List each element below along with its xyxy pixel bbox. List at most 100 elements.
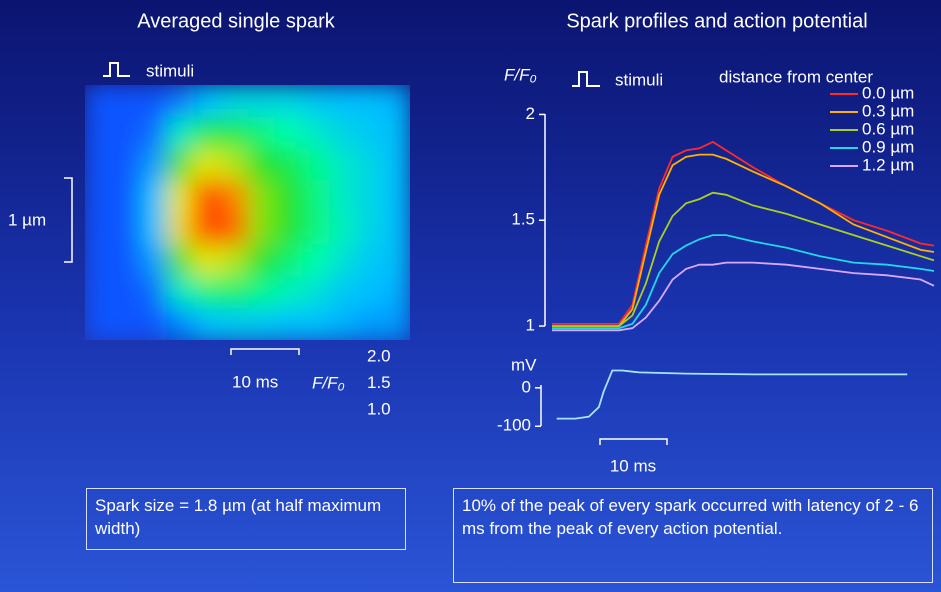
data-line bbox=[552, 155, 934, 327]
heatmap-cell bbox=[85, 276, 113, 308]
heatmap-cell bbox=[302, 276, 330, 308]
heatmap-cell bbox=[356, 276, 384, 308]
heatmap-cell bbox=[220, 117, 248, 149]
heatmap-cell bbox=[193, 181, 221, 213]
y-axis-label: F/F₀ bbox=[504, 65, 537, 84]
y-axis-label: mV bbox=[511, 355, 537, 374]
heatmap-cell bbox=[220, 213, 248, 245]
time-scale-bar bbox=[231, 349, 299, 355]
y-tick-label: -100 bbox=[497, 416, 531, 435]
heatmap-cell bbox=[85, 181, 113, 213]
heatmap-cell bbox=[302, 213, 330, 245]
heatmap-cell bbox=[302, 181, 330, 213]
heatmap-cell bbox=[112, 244, 140, 276]
data-line bbox=[552, 193, 934, 326]
heatmap bbox=[85, 85, 411, 341]
heatmap-cell bbox=[302, 244, 330, 276]
heatmap-cell bbox=[275, 117, 303, 149]
heatmap-cell bbox=[139, 117, 167, 149]
heatmap-cell bbox=[356, 149, 384, 181]
colorbar-tick-label: 2.0 bbox=[367, 346, 391, 365]
panel-title: Spark profiles and action potential bbox=[566, 10, 867, 32]
heatmap-cell bbox=[85, 85, 113, 117]
heatmap-cell bbox=[329, 213, 357, 245]
y-tick-label: 1 bbox=[526, 316, 535, 335]
heatmap-cell bbox=[302, 149, 330, 181]
heatmap-cell bbox=[275, 213, 303, 245]
heatmap-cell bbox=[166, 213, 194, 245]
heatmap-cell bbox=[356, 85, 384, 117]
stimulus-label: stimuli bbox=[615, 70, 663, 89]
heatmap-cell bbox=[112, 117, 140, 149]
heatmap-cell bbox=[112, 181, 140, 213]
stimulus-icon bbox=[103, 63, 130, 76]
colorbar-label: F/F₀ bbox=[312, 373, 345, 392]
legend-label: 0.0 µm bbox=[862, 83, 914, 102]
legend-title: distance from center bbox=[719, 67, 873, 86]
heatmap-cell bbox=[383, 308, 411, 340]
heatmap-cell bbox=[329, 244, 357, 276]
heatmap-cell bbox=[275, 308, 303, 340]
heatmap-cell bbox=[85, 149, 113, 181]
heatmap-cell bbox=[275, 276, 303, 308]
y-tick-label: 1.5 bbox=[511, 210, 535, 229]
legend-label: 0.6 µm bbox=[862, 119, 914, 138]
heatmap-cell bbox=[220, 181, 248, 213]
heatmap-cell bbox=[193, 308, 221, 340]
heatmap-cell bbox=[166, 308, 194, 340]
heatmap-cell bbox=[139, 244, 167, 276]
time-scale-label: 10 ms bbox=[610, 456, 656, 475]
space-scale-bar bbox=[64, 178, 72, 262]
colorbar-tick-label: 1.0 bbox=[367, 399, 391, 418]
heatmap-cell bbox=[220, 149, 248, 181]
legend-label: 0.9 µm bbox=[862, 137, 914, 156]
heatmap-cell bbox=[383, 213, 411, 245]
heatmap-cell bbox=[193, 149, 221, 181]
y-tick-label: 0 bbox=[522, 377, 531, 396]
heatmap-cell bbox=[248, 213, 276, 245]
heatmap-cell bbox=[248, 276, 276, 308]
space-scale-label: 1 µm bbox=[8, 210, 46, 229]
heatmap-cell bbox=[193, 117, 221, 149]
heatmap-cell bbox=[383, 85, 411, 117]
heatmap-cell bbox=[383, 181, 411, 213]
legend-label: 1.2 µm bbox=[862, 155, 914, 174]
heatmap-cell bbox=[329, 117, 357, 149]
heatmap-cell bbox=[220, 244, 248, 276]
note-box: Spark size = 1.8 µm (at half maximum wid… bbox=[86, 488, 406, 550]
heatmap-cell bbox=[248, 308, 276, 340]
heatmap-cell bbox=[193, 276, 221, 308]
heatmap-cell bbox=[329, 85, 357, 117]
legend-label: 0.3 µm bbox=[862, 101, 914, 120]
data-line bbox=[552, 263, 934, 331]
heatmap-cell bbox=[248, 149, 276, 181]
heatmap-cell bbox=[85, 117, 113, 149]
heatmap-cell bbox=[329, 276, 357, 308]
heatmap-cell bbox=[166, 149, 194, 181]
stimulus-icon bbox=[572, 72, 600, 86]
heatmap-cell bbox=[356, 117, 384, 149]
heatmap-cell bbox=[248, 181, 276, 213]
heatmap-cell bbox=[329, 181, 357, 213]
heatmap-cell bbox=[139, 181, 167, 213]
heatmap-cell bbox=[329, 149, 357, 181]
heatmap-cells bbox=[85, 85, 411, 341]
heatmap-cell bbox=[166, 117, 194, 149]
panel-title: Averaged single spark bbox=[137, 10, 336, 32]
heatmap-cell bbox=[356, 181, 384, 213]
data-line bbox=[557, 371, 908, 419]
heatmap-cell bbox=[112, 213, 140, 245]
heatmap-cell bbox=[166, 181, 194, 213]
heatmap-cell bbox=[193, 85, 221, 117]
heatmap-cell bbox=[139, 276, 167, 308]
heatmap-cell bbox=[275, 85, 303, 117]
heatmap-cell bbox=[85, 244, 113, 276]
heatmap-cell bbox=[166, 244, 194, 276]
heatmap-cell bbox=[112, 308, 140, 340]
heatmap-cell bbox=[383, 276, 411, 308]
heatmap-cell bbox=[220, 276, 248, 308]
heatmap-cell bbox=[220, 308, 248, 340]
heatmap-cell bbox=[112, 85, 140, 117]
heatmap-cell bbox=[85, 308, 113, 340]
heatmap-cell bbox=[356, 244, 384, 276]
